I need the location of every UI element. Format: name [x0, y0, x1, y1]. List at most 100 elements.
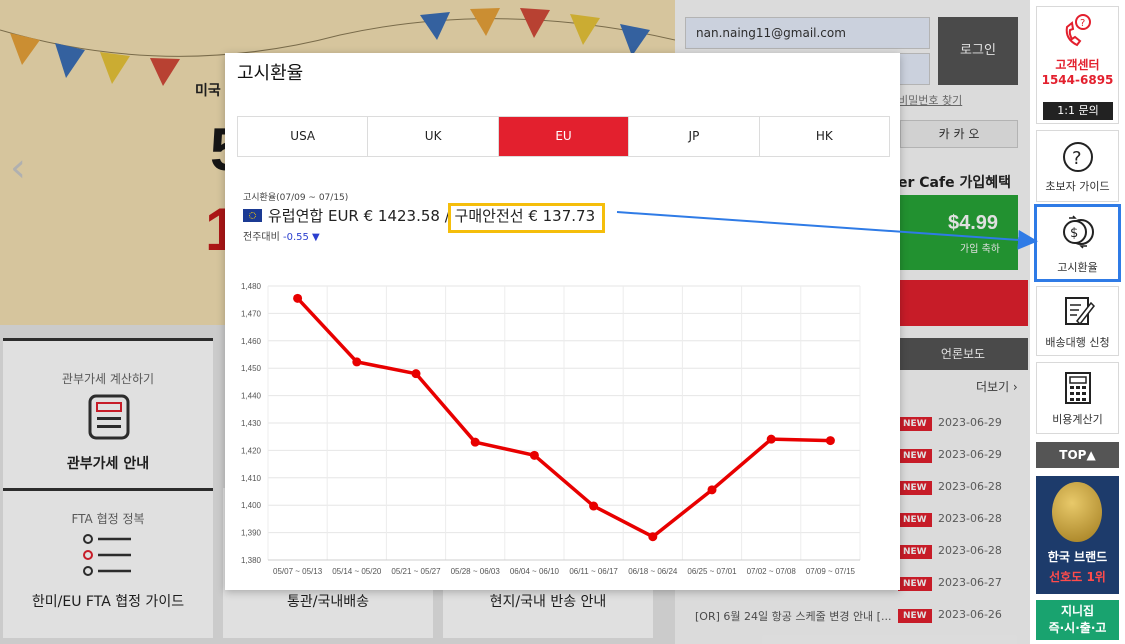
rate-main: 유럽연합 EUR € 1423.58 /	[268, 207, 455, 225]
news-row[interactable]: NEW 2023-06-29	[695, 414, 1030, 434]
week-over-week: 전주대비 -0.55 ▼	[243, 228, 320, 243]
data-point	[766, 434, 776, 444]
email-field[interactable]: nan.naing11@gmail.com	[685, 17, 930, 49]
tile-divider	[3, 338, 213, 341]
data-point	[529, 450, 539, 460]
exchange-rate-label: 고시환율	[1057, 261, 1098, 274]
news-row[interactable]: NEW 2023-06-28	[695, 510, 1030, 530]
tab-jp[interactable]: JP	[629, 117, 760, 156]
svg-text:?: ?	[1072, 148, 1082, 169]
tab-usa[interactable]: USA	[238, 117, 369, 156]
wow-value: -0.55 ▼	[282, 232, 320, 243]
brand-award-line2: 선호도 1위	[1036, 568, 1119, 585]
eu-flag-icon	[243, 209, 262, 222]
x-tick-label: 06/11 ~ 06/17	[569, 567, 618, 576]
news-row[interactable]: NEW 2023-06-28	[695, 542, 1030, 562]
tab-uk[interactable]: UK	[368, 117, 499, 156]
coin-exchange-icon: $	[1063, 215, 1094, 249]
x-tick-label: 07/02 ~ 07/08	[747, 567, 797, 576]
y-tick-label: 1,390	[241, 529, 262, 538]
y-tick-label: 1,450	[241, 364, 262, 373]
series-line	[296, 297, 831, 539]
data-point	[470, 437, 480, 447]
fta-tile-title: 한미/EU FTA 협정 가이드	[31, 594, 185, 610]
cost-calculator-button[interactable]: 비용계산기	[1036, 362, 1119, 434]
news-row[interactable]: NEW 2023-06-28	[695, 478, 1030, 498]
safety-rate: 구매안전선 € 137.73	[454, 207, 596, 225]
svg-text:?: ?	[1080, 18, 1085, 29]
help-center-label: 고객센터	[1055, 58, 1100, 72]
tab-press[interactable]: 언론보도	[898, 338, 1028, 370]
inquiry-button[interactable]: 1:1 문의	[1043, 102, 1113, 120]
brand-award-line1: 한국 브랜드	[1047, 550, 1108, 564]
y-tick-label: 1,410	[241, 474, 262, 483]
tab-hk[interactable]: HK	[815, 129, 833, 143]
news-date: 2023-06-29	[938, 416, 1002, 429]
data-point	[825, 436, 835, 446]
rate-period: 고시환율(07/09 ~ 07/15)	[243, 193, 349, 203]
x-tick-label: 05/14 ~ 05/20	[332, 567, 382, 576]
find-password-link[interactable]: 비밀번호 찾기	[898, 94, 963, 107]
help-center-phone: 1544-6895	[1041, 73, 1114, 87]
data-point	[352, 357, 362, 367]
question-icon: ?	[1063, 142, 1093, 172]
safety-rate-highlight	[448, 203, 605, 233]
y-tick-label: 1,460	[241, 337, 262, 346]
news-date: 2023-06-27	[938, 576, 1002, 589]
new-badge: NEW	[898, 449, 932, 463]
banner-prev-arrow-icon[interactable]: ‹	[10, 145, 26, 191]
news-row[interactable]: [OR] 6월 24일 항공 스케줄 변경 안내 [... NEW 2023-0…	[695, 606, 1030, 626]
y-tick-label: 1,470	[241, 309, 262, 318]
x-tick-label: 05/28 ~ 06/03	[451, 567, 501, 576]
quick-menu: ? 고객센터 1544-6895 1:1 문의 ? 초보자 가이드 $ 고시환율	[1030, 0, 1125, 644]
new-badge: NEW	[898, 417, 932, 431]
help-center-box[interactable]: ? 고객센터 1544-6895 1:1 문의	[1036, 6, 1119, 124]
zini-line2: 즉·시·출·고	[1048, 621, 1107, 635]
shipping-request-button[interactable]: 배송대행 신청	[1036, 286, 1119, 356]
kakao-login-button[interactable]: 카 카 오	[900, 120, 1018, 148]
shipping-request-label: 배송대행 신청	[1045, 336, 1110, 349]
modal-title: 고시환율	[237, 63, 304, 84]
data-point	[648, 532, 658, 542]
y-tick-label: 1,380	[241, 556, 262, 565]
y-tick-label: 1,400	[241, 501, 262, 510]
news-row[interactable]: NEW 2023-06-27	[695, 574, 1030, 594]
tile-divider	[3, 488, 213, 491]
brand-award-banner[interactable]: 한국 브랜드 선호도 1위	[1036, 476, 1119, 594]
login-button[interactable]: 로그인	[938, 17, 1018, 85]
currency-tabs: USA UK EU JP HK	[237, 116, 890, 157]
checklist-icon	[83, 534, 131, 576]
new-badge: NEW	[898, 481, 932, 495]
y-tick-label: 1,440	[241, 392, 262, 401]
tab-eu[interactable]: EU	[498, 117, 630, 156]
zini-banner[interactable]: 지니집 즉·시·출·고	[1036, 600, 1119, 640]
more-link[interactable]: 더보기 ›	[976, 380, 1018, 394]
new-badge: NEW	[898, 545, 932, 559]
scroll-top-button[interactable]: TOP▲	[1036, 442, 1119, 468]
news-date: 2023-06-28	[938, 544, 1002, 557]
rate-chart: 1,380 1,390 1,400 1,410 1,420 1,430 1,440 1,450…	[233, 278, 885, 588]
news-row[interactable]: NEW 2023-06-29	[695, 446, 1030, 466]
rate-summary: 유럽연합 EUR € 1423.58 / 구매안전선 € 137.73	[243, 205, 595, 226]
zini-line1: 지니집	[1060, 604, 1095, 618]
tax-tile-title: 관부가세 안내	[66, 456, 150, 472]
x-tick-label: 06/04 ~ 06/10	[510, 567, 560, 576]
data-point	[707, 485, 717, 495]
y-tick-label: 1,430	[241, 419, 262, 428]
new-badge: NEW	[898, 577, 932, 591]
news-date: 2023-06-26	[938, 608, 1002, 621]
fta-tile[interactable]: FTA 협정 정복 한미/EU FTA 협정 가이드	[3, 488, 213, 638]
new-badge: NEW	[898, 609, 932, 623]
rate-chart-svg: 1,380 1,390 1,400 1,410 1,420 1,430 1,440 1,450…	[241, 282, 861, 576]
data-point	[589, 501, 599, 511]
x-tick-label: 06/25 ~ 07/01	[687, 567, 737, 576]
data-point	[293, 293, 303, 303]
exchange-rate-modal: 고시환율 USA UK EU JP HK 고시환율(07/09 ~ 07/15)…	[225, 53, 900, 590]
red-promo-band[interactable]	[898, 280, 1028, 326]
beginner-guide-button[interactable]: ? 초보자 가이드	[1036, 130, 1119, 202]
cost-calculator-label: 비용계산기	[1052, 413, 1103, 426]
exchange-rate-button[interactable]: $ 고시환율	[1034, 204, 1121, 282]
tax-tile[interactable]: 관부가세 계산하기 관부가세 안내	[3, 338, 213, 488]
y-tick-label: 1,480	[241, 282, 262, 291]
edit-form-icon	[1065, 297, 1095, 326]
